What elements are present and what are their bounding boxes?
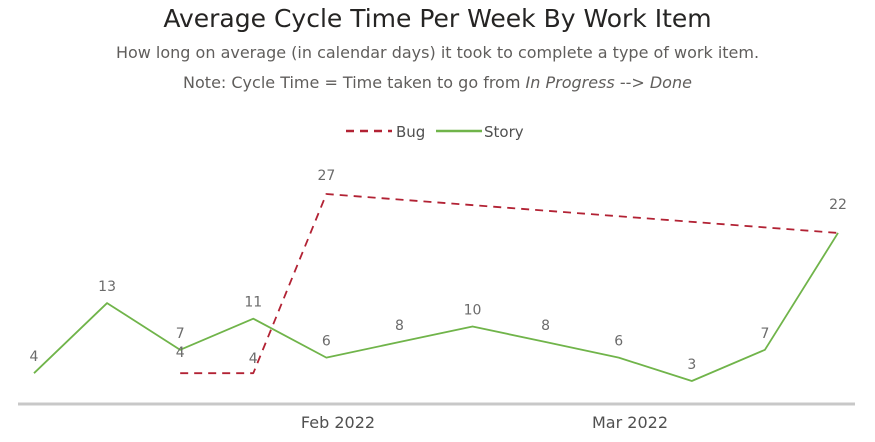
- series-line-bug: [180, 193, 839, 375]
- data-label-story-6: 8: [395, 318, 404, 334]
- data-label-story-3: 7: [176, 326, 185, 342]
- chart-title: Average Cycle Time Per Week By Work Item: [163, 4, 712, 33]
- data-label-story-4: 11: [244, 295, 262, 311]
- chart-note: Note: Cycle Time = Time taken to go from…: [0, 73, 875, 92]
- note-from-state: In Progress: [525, 73, 615, 92]
- data-label-story-2: 13: [98, 279, 116, 295]
- data-label-story-7: 10: [464, 302, 482, 318]
- data-label-bug-4: 4: [249, 351, 258, 367]
- data-label-story-10: 3: [687, 357, 696, 373]
- chart-subtitle: How long on average (in calendar days) i…: [115, 43, 760, 62]
- data-label-story-1: 4: [30, 349, 39, 365]
- data-label-story-12: 22: [829, 197, 847, 213]
- data-label-bug-3: 4: [176, 345, 185, 361]
- data-label-story-5: 6: [322, 334, 331, 350]
- data-label-bug-5: 27: [317, 168, 335, 184]
- note-prefix: Note: Cycle Time = Time taken to go from: [183, 73, 526, 92]
- data-label-story-11: 7: [760, 326, 769, 342]
- data-label-story-9: 6: [614, 334, 623, 350]
- series-line-story: [33, 232, 839, 382]
- data-label-story-8: 8: [541, 318, 550, 334]
- x-tick-label: Mar 2022: [592, 413, 668, 432]
- legend-label-bug: Bug: [396, 123, 425, 141]
- note-arrow: -->: [614, 73, 650, 92]
- note-to-state: Done: [649, 73, 692, 92]
- legend-label-story: Story: [484, 123, 524, 141]
- x-tick-label: Feb 2022: [301, 413, 375, 432]
